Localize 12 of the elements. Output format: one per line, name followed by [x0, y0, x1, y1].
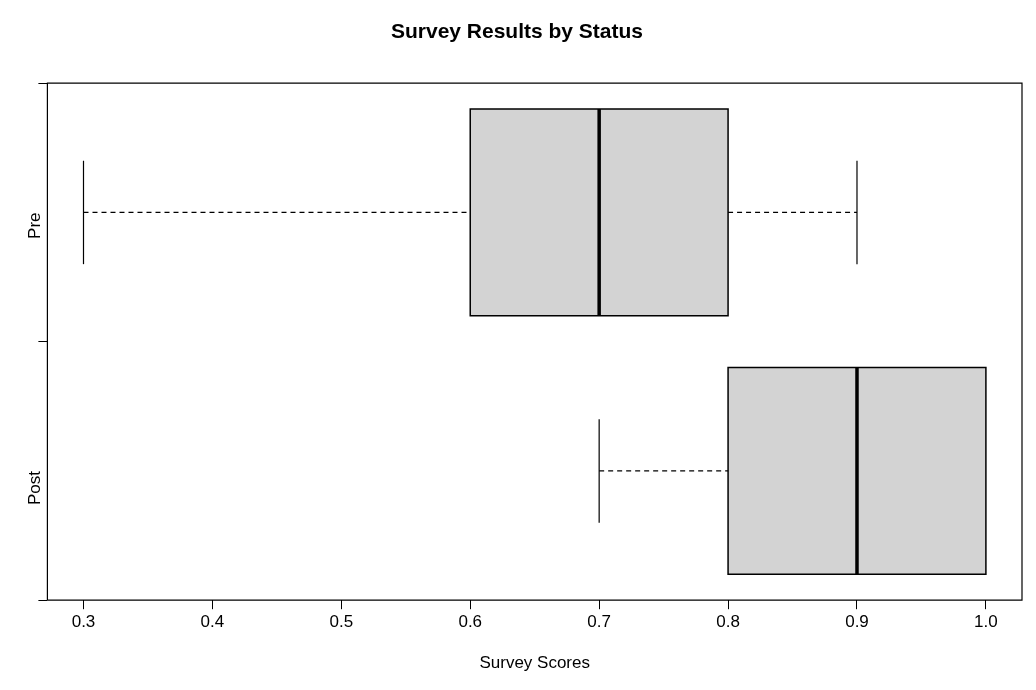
x-tick-label: 1.0 [974, 612, 998, 632]
x-tick-label: 0.8 [716, 612, 740, 632]
x-tick-label: 0.6 [458, 612, 483, 632]
x-axis-title: Survey Scores [479, 653, 590, 673]
chart-title: Survey Results by Status [390, 19, 644, 43]
x-tick-label: 0.5 [329, 612, 354, 632]
x-tick-label: 0.3 [71, 612, 96, 632]
y-tick-label: Post [25, 470, 45, 505]
x-tick-label: 0.9 [845, 612, 869, 632]
y-tick-label: Pre [25, 212, 45, 239]
x-tick-label: 0.4 [200, 612, 225, 632]
x-tick-label: 0.7 [587, 612, 611, 632]
